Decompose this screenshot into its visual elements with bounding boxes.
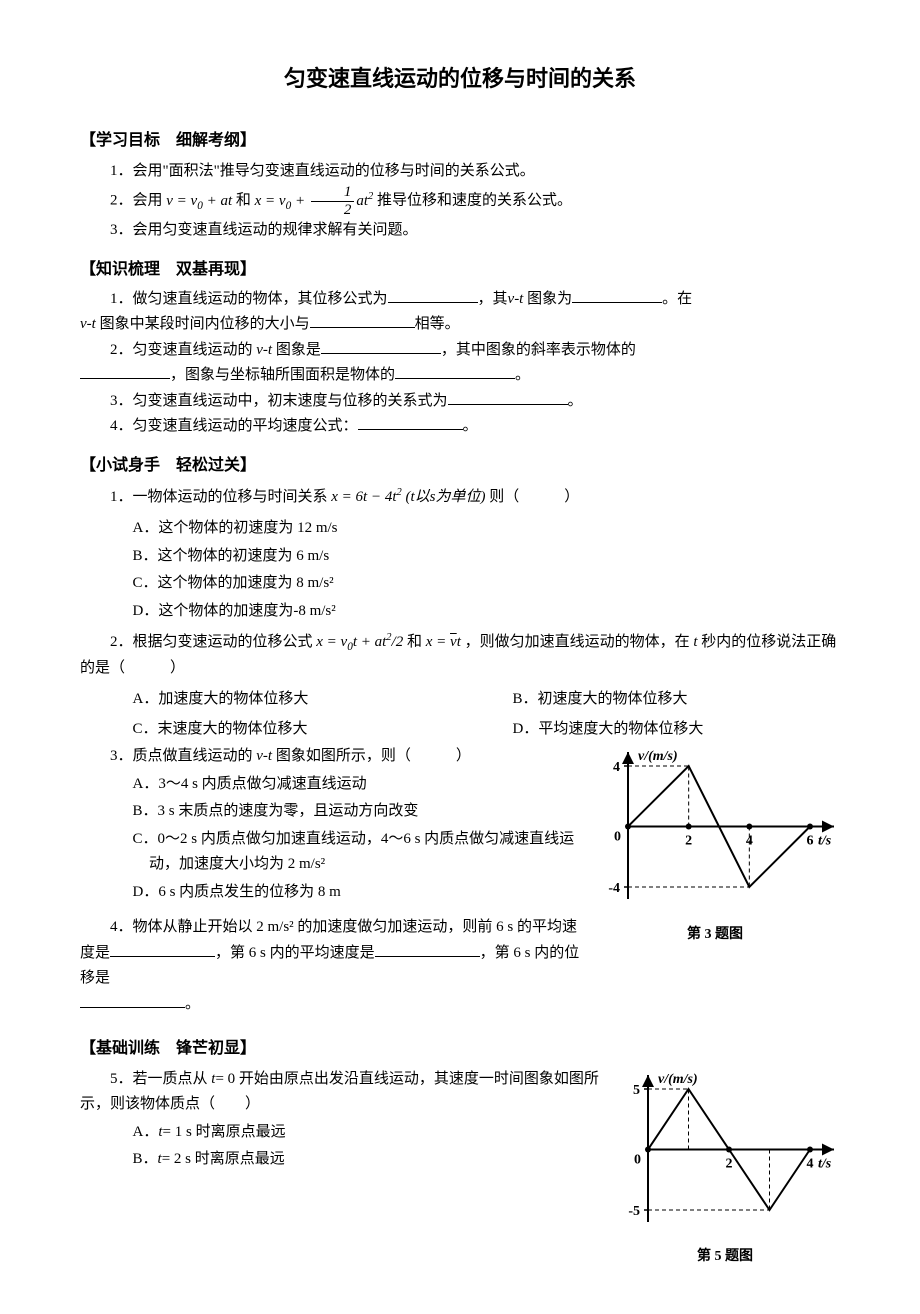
q5-block: v/(m/s)t/s05-524 第 5 题图 5．若一质点从 t= 0 开始由…	[80, 1067, 840, 1274]
q2-post: ，则做匀加速直线运动的物体，在	[465, 634, 694, 650]
review-2: 2．匀变速直线运动的 v-t 图象是 ，其中图象的斜率表示物体的 ，图象与坐标轴所…	[80, 338, 840, 389]
svg-text:0: 0	[614, 830, 621, 845]
figure-3-svg: v/(m/s) t/s 0 4 -4 2 4 6	[590, 744, 840, 909]
svg-text:t/s: t/s	[818, 1156, 832, 1171]
r3a: 3．匀变速直线运动中，初末速度与位移的关系式为	[110, 393, 448, 409]
r1c: 图象为	[523, 291, 572, 307]
q5-A-post: = 1 s 时离原点最远	[163, 1124, 286, 1140]
section-tryout-header: 【小试身手 轻松过关】	[80, 452, 840, 479]
svg-text:5: 5	[633, 1083, 640, 1098]
q1-D: D．这个物体的加速度为-8 m/s²	[133, 599, 841, 625]
r2e: 。	[515, 367, 530, 383]
svg-text:6: 6	[807, 834, 814, 849]
q3-q4-block: v/(m/s)t/s04-4246 第 3 题图 3．质点做直线运动的 v-t …	[80, 744, 840, 1017]
q2-options: A．加速度大的物体位移大 B．初速度大的物体位移大 C．末速度大的物体位移大 D…	[80, 685, 840, 744]
vt-label: v-t	[508, 291, 524, 307]
formula-x-eq: x = v0 + 12at2	[255, 193, 374, 209]
q2-formula-1: x = v0t + at2/2	[316, 634, 403, 650]
svg-text:v/(m/s): v/(m/s)	[658, 1072, 698, 1087]
svg-text:t/s: t/s	[818, 834, 832, 849]
figure-3-caption: 第 3 题图	[590, 923, 840, 947]
svg-text:2: 2	[726, 1156, 733, 1171]
page-title: 匀变速直线运动的位移与时间的关系	[80, 60, 840, 97]
q5-B-post: = 2 s 时离原点最远	[162, 1151, 285, 1167]
q2-C: C．末速度大的物体位移大	[80, 717, 460, 743]
goal-2-post: 推导位移和速度的关系公式。	[377, 193, 572, 209]
svg-text:4: 4	[613, 760, 620, 775]
q2-mid: 和	[407, 634, 422, 650]
q1-C: C．这个物体的加速度为 8 m/s²	[133, 571, 841, 597]
q3-pre: 3．质点做直线运动的	[110, 748, 256, 764]
q2-pre: 2．根据匀变速运动的位移公式	[110, 634, 313, 650]
q2-B: B．初速度大的物体位移大	[460, 687, 840, 713]
r2b: 图象是	[272, 342, 321, 358]
goal-1: 1．会用"面积法"推导匀变速直线运动的位移与时间的关系公式。	[80, 159, 840, 185]
svg-text:4: 4	[746, 834, 753, 849]
q4-d: 。	[185, 996, 200, 1012]
goal-3: 3．会用匀变速直线运动的规律求解有关问题。	[80, 218, 840, 244]
q1-A: A．这个物体的初速度为 12 m/s	[133, 516, 841, 542]
svg-text:-5: -5	[628, 1204, 640, 1219]
review-1: 1．做匀速直线运动的物体，其位移公式为，其v-t 图象为。在 v-t 图象中某段…	[80, 287, 840, 338]
svg-text:v/(m/s): v/(m/s)	[638, 749, 678, 764]
svg-text:2: 2	[685, 834, 692, 849]
goal-2-pre: 2．会用	[110, 193, 163, 209]
q2-D: D．平均速度大的物体位移大	[460, 717, 840, 743]
r1f: 相等。	[415, 316, 460, 332]
r4b: 。	[463, 418, 478, 434]
q5-pre: 5．若一质点从	[110, 1071, 211, 1087]
svg-text:0: 0	[634, 1152, 641, 1167]
blank	[572, 287, 662, 303]
q2-formula-2: x = vt	[426, 634, 461, 650]
blank	[388, 287, 478, 303]
blank	[110, 941, 215, 957]
q1-post: 则（ ）	[489, 489, 579, 505]
section-basic-header: 【基础训练 锋芒初显】	[80, 1035, 840, 1062]
review-3: 3．匀变速直线运动中，初末速度与位移的关系式为 。	[80, 389, 840, 415]
goal-2: 2．会用 v = v0 + at 和 x = v0 + 12at2 推导位移和速…	[80, 184, 840, 218]
vt-label: v-t	[256, 748, 272, 764]
q4-b: ，第 6 s 内的平均速度是	[215, 945, 375, 961]
goal-2-mid: 和	[236, 193, 251, 209]
vt-label: v-t	[256, 342, 272, 358]
q3-post: 图象如图所示，则（ ）	[272, 748, 471, 764]
blank	[448, 389, 568, 405]
r1e: 图象中某段时间内位移的大小与	[96, 316, 310, 332]
figure-5-svg: v/(m/s) t/s 0 5 -5 2 4	[610, 1067, 840, 1232]
blank	[310, 312, 415, 328]
blank	[80, 992, 185, 1008]
q1-B: B．这个物体的初速度为 6 m/s	[133, 544, 841, 570]
figure-3: v/(m/s) t/s 0 4 -4 2 4 6 第 3 题图	[590, 744, 840, 946]
q1-stem: 1．一物体运动的位移与时间关系 x = 6t − 4t2 (t以s为单位) 则（…	[80, 485, 840, 511]
figure-5-caption: 第 5 题图	[610, 1245, 840, 1269]
r1a: 1．做匀速直线运动的物体，其位移公式为	[110, 291, 388, 307]
q1-formula: x = 6t − 4t2 (t以s为单位)	[331, 489, 485, 505]
q2-stem: 2．根据匀变速运动的位移公式 x = v0t + at2/2 和 x = vt …	[80, 630, 840, 681]
q5-A-pre: A．	[133, 1124, 159, 1140]
r2d: ，图象与坐标轴所围面积是物体的	[170, 367, 395, 383]
svg-text:-4: -4	[608, 881, 620, 896]
blank	[358, 414, 463, 430]
q1-pre: 1．一物体运动的位移与时间关系	[110, 489, 328, 505]
q5-B-pre: B．	[133, 1151, 158, 1167]
section-review-header: 【知识梳理 双基再现】	[80, 256, 840, 283]
blank	[321, 338, 441, 354]
r3b: 。	[568, 393, 583, 409]
review-4: 4．匀变速直线运动的平均速度公式： 。	[80, 414, 840, 440]
figure-5: v/(m/s) t/s 0 5 -5 2 4 第 5 题图	[610, 1067, 840, 1269]
r2a: 2．匀变速直线运动的	[110, 342, 256, 358]
r1b: ，其	[478, 291, 508, 307]
r1d: 。在	[662, 291, 692, 307]
q2-A: A．加速度大的物体位移大	[80, 687, 460, 713]
r2c: ，其中图象的斜率表示物体的	[441, 342, 636, 358]
blank	[395, 363, 515, 379]
blank	[80, 363, 170, 379]
formula-v-eq: v = v0 + at	[166, 193, 232, 209]
svg-text:4: 4	[807, 1156, 814, 1171]
r4a: 4．匀变速直线运动的平均速度公式：	[110, 418, 358, 434]
blank	[375, 941, 480, 957]
section-goals-header: 【学习目标 细解考纲】	[80, 127, 840, 154]
vt-label: v-t	[80, 316, 96, 332]
